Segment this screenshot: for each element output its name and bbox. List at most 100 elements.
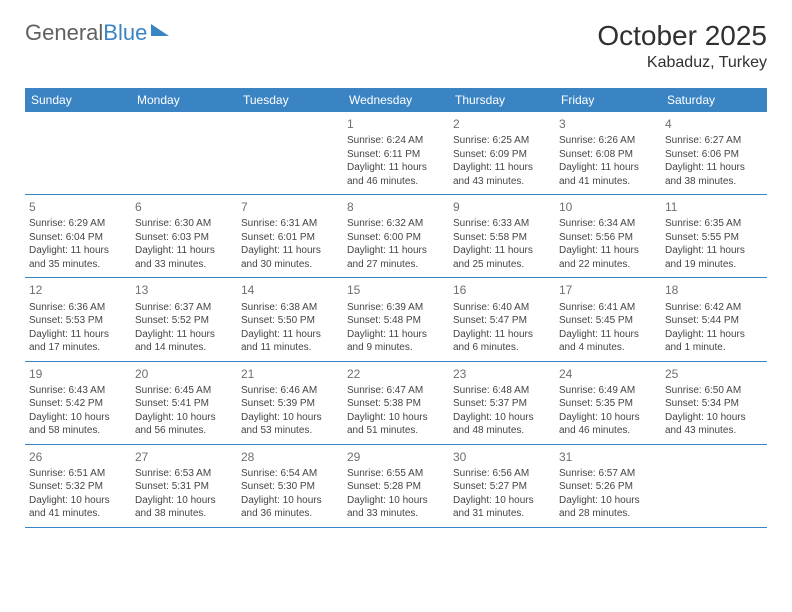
sunrise-text: Sunrise: 6:25 AM (453, 134, 551, 148)
sunset-text: Sunset: 5:26 PM (559, 480, 657, 494)
day-cell: 18Sunrise: 6:42 AMSunset: 5:44 PMDayligh… (661, 278, 767, 360)
sunset-text: Sunset: 5:52 PM (135, 314, 233, 328)
daylight-text: Daylight: 10 hours and 38 minutes. (135, 494, 233, 521)
day-cell: 22Sunrise: 6:47 AMSunset: 5:38 PMDayligh… (343, 362, 449, 444)
sunrise-text: Sunrise: 6:55 AM (347, 467, 445, 481)
day-cell: 2Sunrise: 6:25 AMSunset: 6:09 PMDaylight… (449, 112, 555, 194)
sunrise-text: Sunrise: 6:54 AM (241, 467, 339, 481)
sunset-text: Sunset: 5:39 PM (241, 397, 339, 411)
logo-sail-icon (151, 24, 169, 36)
day-number: 25 (665, 366, 763, 382)
dow-wednesday: Wednesday (343, 88, 449, 112)
page-header: GeneralBlue October 2025 Kabaduz, Turkey (25, 20, 767, 72)
sunset-text: Sunset: 5:28 PM (347, 480, 445, 494)
sunset-text: Sunset: 6:01 PM (241, 231, 339, 245)
sunrise-text: Sunrise: 6:48 AM (453, 384, 551, 398)
sunrise-text: Sunrise: 6:49 AM (559, 384, 657, 398)
sunrise-text: Sunrise: 6:45 AM (135, 384, 233, 398)
day-cell: 15Sunrise: 6:39 AMSunset: 5:48 PMDayligh… (343, 278, 449, 360)
day-number: 7 (241, 199, 339, 215)
daylight-text: Daylight: 11 hours and 19 minutes. (665, 244, 763, 271)
daylight-text: Daylight: 11 hours and 14 minutes. (135, 328, 233, 355)
day-number: 15 (347, 282, 445, 298)
daylight-text: Daylight: 11 hours and 41 minutes. (559, 161, 657, 188)
daylight-text: Daylight: 10 hours and 48 minutes. (453, 411, 551, 438)
sunrise-text: Sunrise: 6:29 AM (29, 217, 127, 231)
day-cell: 7Sunrise: 6:31 AMSunset: 6:01 PMDaylight… (237, 195, 343, 277)
daylight-text: Daylight: 10 hours and 53 minutes. (241, 411, 339, 438)
sunrise-text: Sunrise: 6:46 AM (241, 384, 339, 398)
day-number: 16 (453, 282, 551, 298)
sunrise-text: Sunrise: 6:43 AM (29, 384, 127, 398)
day-number: 31 (559, 449, 657, 465)
week-row: 1Sunrise: 6:24 AMSunset: 6:11 PMDaylight… (25, 112, 767, 195)
day-number: 30 (453, 449, 551, 465)
day-cell: 10Sunrise: 6:34 AMSunset: 5:56 PMDayligh… (555, 195, 661, 277)
sunset-text: Sunset: 6:09 PM (453, 148, 551, 162)
daylight-text: Daylight: 11 hours and 11 minutes. (241, 328, 339, 355)
day-cell: 9Sunrise: 6:33 AMSunset: 5:58 PMDaylight… (449, 195, 555, 277)
sunset-text: Sunset: 5:47 PM (453, 314, 551, 328)
day-cell (237, 112, 343, 194)
day-cell (131, 112, 237, 194)
day-number: 8 (347, 199, 445, 215)
sunset-text: Sunset: 5:50 PM (241, 314, 339, 328)
sunrise-text: Sunrise: 6:50 AM (665, 384, 763, 398)
daylight-text: Daylight: 10 hours and 56 minutes. (135, 411, 233, 438)
day-number: 22 (347, 366, 445, 382)
day-cell: 25Sunrise: 6:50 AMSunset: 5:34 PMDayligh… (661, 362, 767, 444)
day-cell: 16Sunrise: 6:40 AMSunset: 5:47 PMDayligh… (449, 278, 555, 360)
sunrise-text: Sunrise: 6:27 AM (665, 134, 763, 148)
day-number: 19 (29, 366, 127, 382)
sunset-text: Sunset: 6:11 PM (347, 148, 445, 162)
day-number: 29 (347, 449, 445, 465)
week-row: 12Sunrise: 6:36 AMSunset: 5:53 PMDayligh… (25, 278, 767, 361)
day-number: 6 (135, 199, 233, 215)
day-number: 5 (29, 199, 127, 215)
sunset-text: Sunset: 6:03 PM (135, 231, 233, 245)
week-row: 19Sunrise: 6:43 AMSunset: 5:42 PMDayligh… (25, 362, 767, 445)
dow-monday: Monday (131, 88, 237, 112)
daylight-text: Daylight: 11 hours and 30 minutes. (241, 244, 339, 271)
weeks-container: 1Sunrise: 6:24 AMSunset: 6:11 PMDaylight… (25, 112, 767, 528)
day-cell: 30Sunrise: 6:56 AMSunset: 5:27 PMDayligh… (449, 445, 555, 527)
daylight-text: Daylight: 10 hours and 28 minutes. (559, 494, 657, 521)
daylight-text: Daylight: 11 hours and 46 minutes. (347, 161, 445, 188)
day-cell: 6Sunrise: 6:30 AMSunset: 6:03 PMDaylight… (131, 195, 237, 277)
sunrise-text: Sunrise: 6:24 AM (347, 134, 445, 148)
daylight-text: Daylight: 11 hours and 25 minutes. (453, 244, 551, 271)
daylight-text: Daylight: 10 hours and 36 minutes. (241, 494, 339, 521)
day-number: 20 (135, 366, 233, 382)
sunset-text: Sunset: 5:44 PM (665, 314, 763, 328)
day-cell: 8Sunrise: 6:32 AMSunset: 6:00 PMDaylight… (343, 195, 449, 277)
dow-tuesday: Tuesday (237, 88, 343, 112)
day-number: 24 (559, 366, 657, 382)
sunset-text: Sunset: 5:38 PM (347, 397, 445, 411)
day-cell: 21Sunrise: 6:46 AMSunset: 5:39 PMDayligh… (237, 362, 343, 444)
sunset-text: Sunset: 5:45 PM (559, 314, 657, 328)
day-cell: 19Sunrise: 6:43 AMSunset: 5:42 PMDayligh… (25, 362, 131, 444)
sunrise-text: Sunrise: 6:39 AM (347, 301, 445, 315)
logo-word1: General (25, 20, 103, 45)
sunrise-text: Sunrise: 6:26 AM (559, 134, 657, 148)
day-number: 14 (241, 282, 339, 298)
day-cell: 23Sunrise: 6:48 AMSunset: 5:37 PMDayligh… (449, 362, 555, 444)
day-number: 13 (135, 282, 233, 298)
sunrise-text: Sunrise: 6:34 AM (559, 217, 657, 231)
sunrise-text: Sunrise: 6:51 AM (29, 467, 127, 481)
daylight-text: Daylight: 10 hours and 46 minutes. (559, 411, 657, 438)
daylight-text: Daylight: 10 hours and 43 minutes. (665, 411, 763, 438)
sunrise-text: Sunrise: 6:33 AM (453, 217, 551, 231)
daylight-text: Daylight: 10 hours and 58 minutes. (29, 411, 127, 438)
day-cell (25, 112, 131, 194)
day-number: 18 (665, 282, 763, 298)
day-cell: 28Sunrise: 6:54 AMSunset: 5:30 PMDayligh… (237, 445, 343, 527)
logo-word2: Blue (103, 20, 147, 45)
daylight-text: Daylight: 11 hours and 4 minutes. (559, 328, 657, 355)
day-number: 11 (665, 199, 763, 215)
day-cell: 14Sunrise: 6:38 AMSunset: 5:50 PMDayligh… (237, 278, 343, 360)
sunrise-text: Sunrise: 6:47 AM (347, 384, 445, 398)
sunset-text: Sunset: 6:04 PM (29, 231, 127, 245)
day-number: 3 (559, 116, 657, 132)
day-cell: 4Sunrise: 6:27 AMSunset: 6:06 PMDaylight… (661, 112, 767, 194)
